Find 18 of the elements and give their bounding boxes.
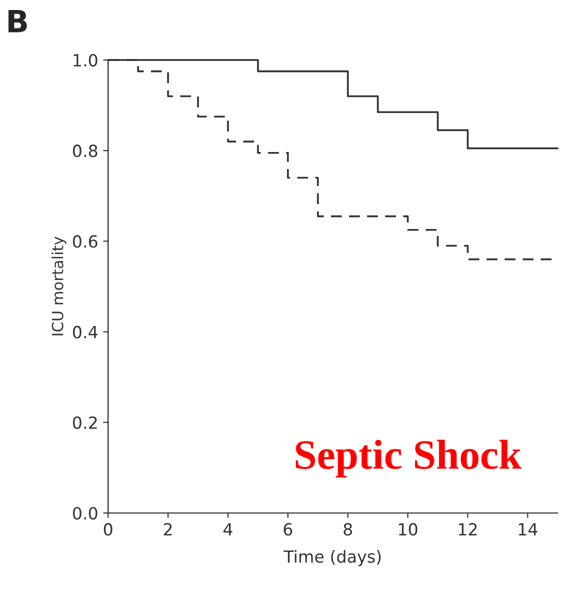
x-tick-label: 2 xyxy=(164,523,172,536)
y-tick-label: 1.0 xyxy=(74,54,98,67)
x-tick-label: 12 xyxy=(458,523,477,536)
x-tick-label: 6 xyxy=(284,523,292,536)
y-tick-label: 0.0 xyxy=(72,506,98,520)
x-tick-label: 14 xyxy=(518,523,538,536)
y-axis-title: ICU mortality xyxy=(52,236,66,336)
x-axis-title: Time (days) xyxy=(284,550,381,566)
y-tick-label: 0.6 xyxy=(72,235,98,248)
x-tick-label: 4 xyxy=(223,523,232,536)
x-tick-label: 10 xyxy=(399,523,418,536)
y-tick-label: 0.8 xyxy=(72,144,98,158)
x-tick-label: 0 xyxy=(104,523,112,536)
annotation: Septic Shock xyxy=(296,440,522,478)
y-tick-label: 0.4 xyxy=(72,326,98,338)
chart-title: B xyxy=(8,10,27,32)
x-tick-label: 8 xyxy=(344,523,352,536)
y-tick-label: 0.2 xyxy=(72,416,97,429)
